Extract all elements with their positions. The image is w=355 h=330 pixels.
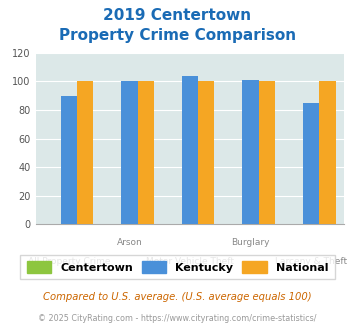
Bar	[242, 80, 259, 224]
Bar	[137, 82, 154, 224]
Text: Arson: Arson	[116, 238, 142, 247]
Bar	[61, 96, 77, 224]
Text: Motor Vehicle Theft: Motor Vehicle Theft	[146, 257, 234, 266]
Bar	[182, 76, 198, 224]
Bar	[319, 82, 335, 224]
Bar	[198, 82, 214, 224]
Text: Property Crime Comparison: Property Crime Comparison	[59, 28, 296, 43]
Text: Burglary: Burglary	[231, 238, 270, 247]
Bar	[303, 103, 319, 224]
Bar	[77, 82, 93, 224]
Text: © 2025 CityRating.com - https://www.cityrating.com/crime-statistics/: © 2025 CityRating.com - https://www.city…	[38, 314, 317, 323]
Text: Compared to U.S. average. (U.S. average equals 100): Compared to U.S. average. (U.S. average …	[43, 292, 312, 302]
Bar	[121, 82, 137, 224]
Legend: Centertown, Kentucky, National: Centertown, Kentucky, National	[20, 255, 335, 280]
Text: Larceny & Theft: Larceny & Theft	[275, 257, 347, 266]
Text: All Property Crime: All Property Crime	[28, 257, 110, 266]
Text: 2019 Centertown: 2019 Centertown	[103, 8, 252, 23]
Bar	[259, 82, 275, 224]
